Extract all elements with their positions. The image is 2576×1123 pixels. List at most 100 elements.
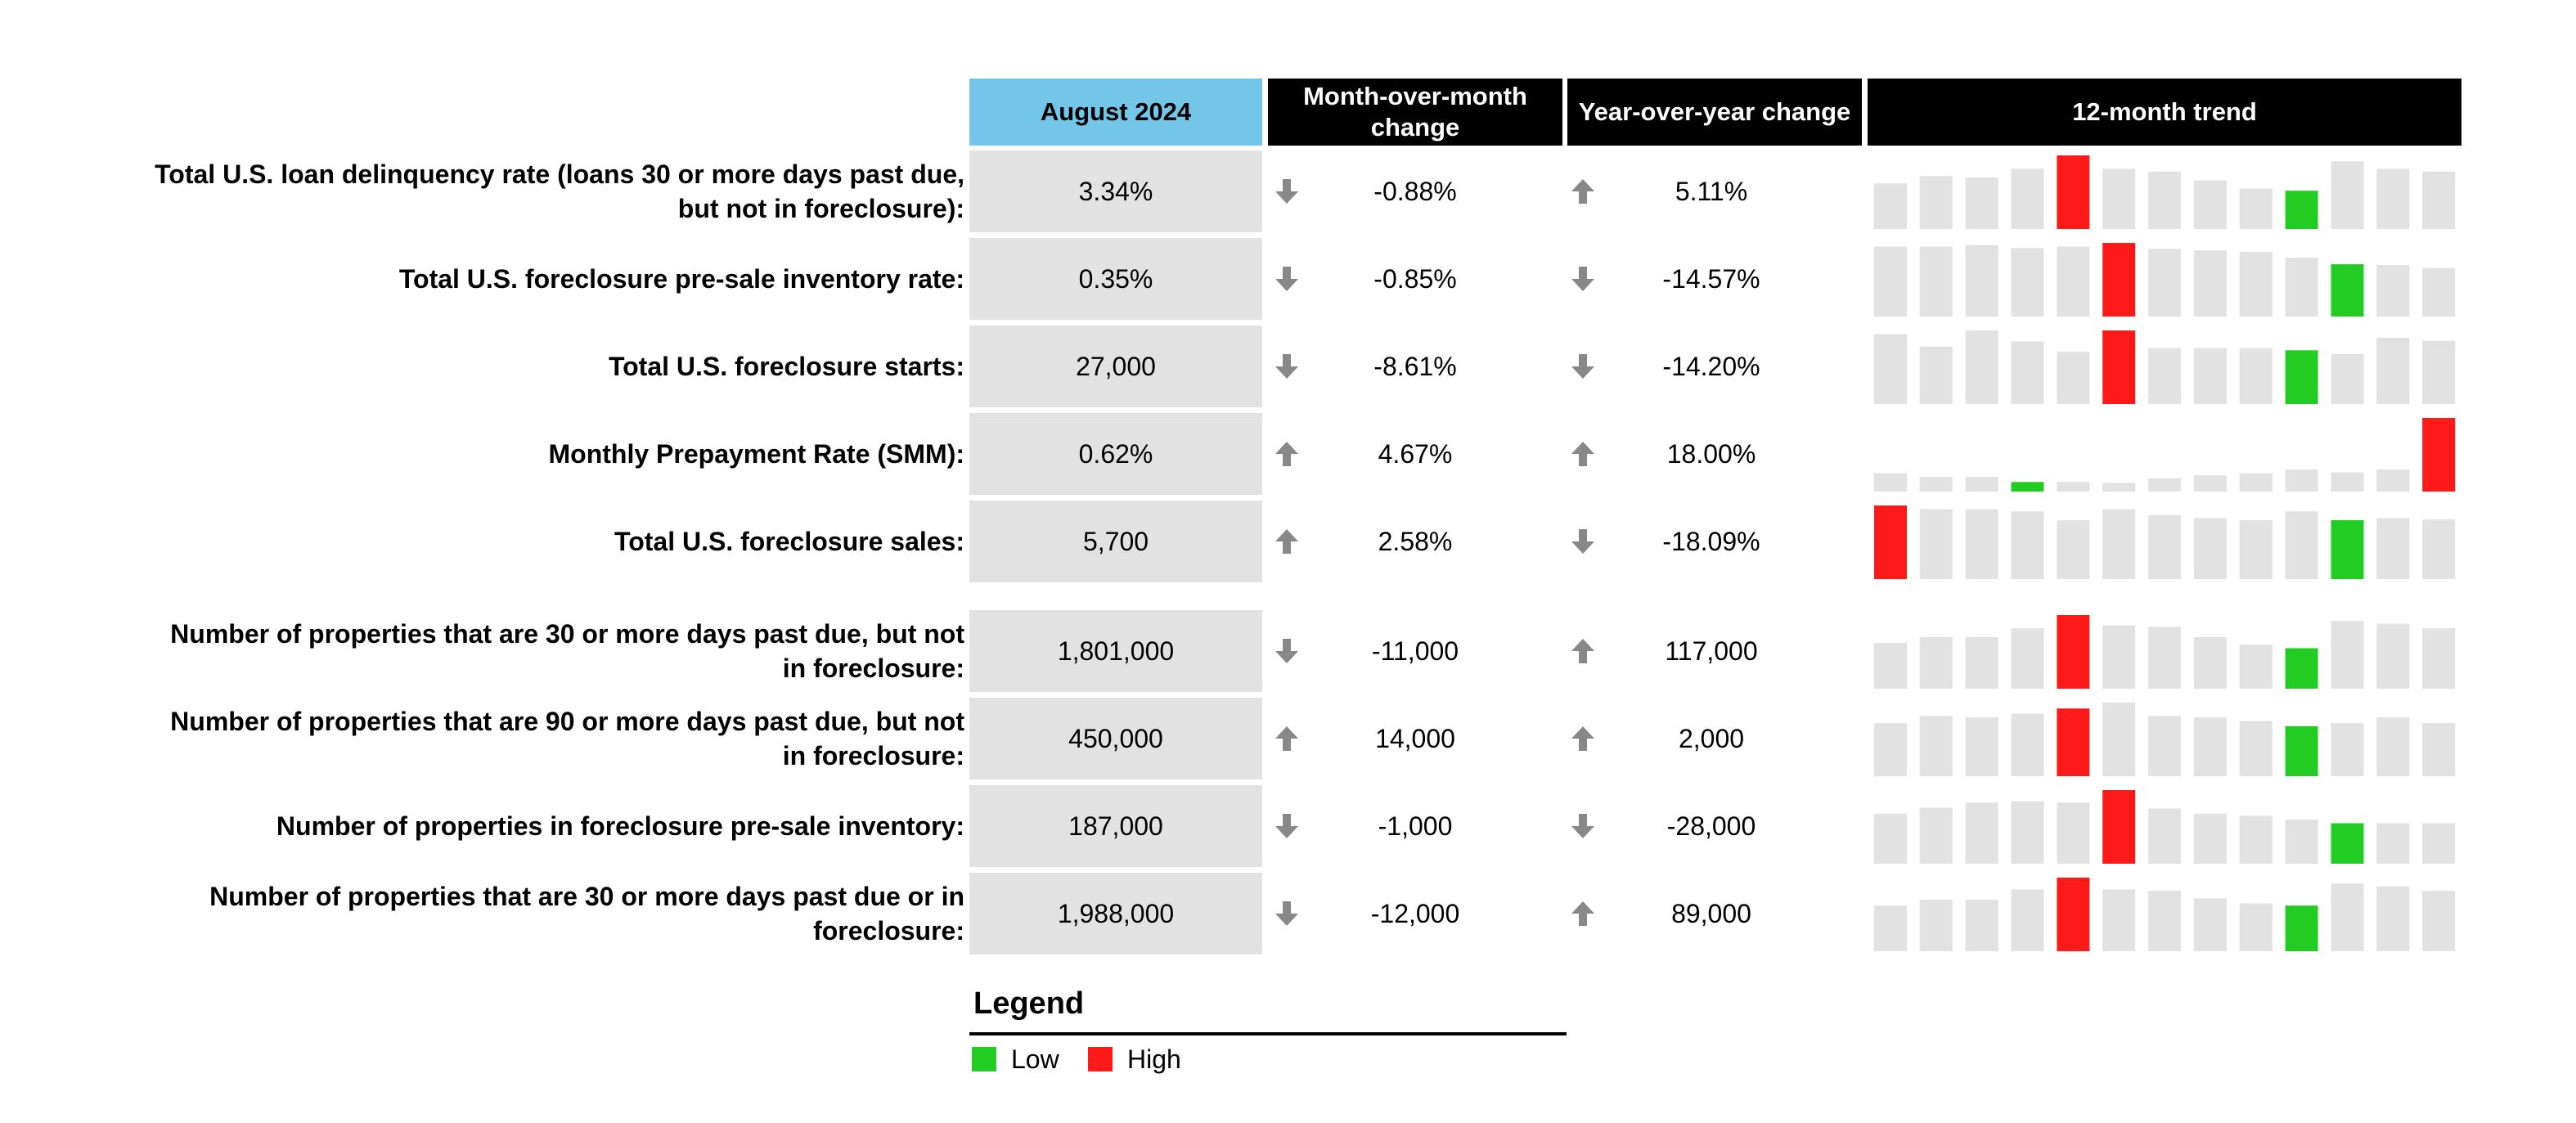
legend-divider <box>969 1032 1567 1035</box>
metric-row: Monthly Prepayment Rate (SMM): 0.62% 4.67%… <box>0 413 2576 495</box>
trend-bar <box>2331 472 2364 492</box>
trend-bar <box>1965 637 1998 689</box>
metric-label: Number of properties that are 30 or more… <box>209 882 964 946</box>
trend-bar <box>1919 246 1953 317</box>
trend-bar <box>2331 621 2364 689</box>
yoy-change: -28,000 <box>1666 811 1756 841</box>
trend-sparkline <box>1874 615 2456 689</box>
trend-bar <box>2193 250 2227 317</box>
trend-bar-high <box>2102 790 2136 864</box>
trend-bar <box>2193 898 2227 951</box>
trend-bar <box>2057 802 2090 864</box>
yoy-change: 2,000 <box>1678 723 1745 753</box>
trend-bar <box>2331 883 2364 951</box>
metric-value: 187,000 <box>969 785 1262 867</box>
trend-bar <box>2193 518 2227 579</box>
header-month-over-month: Month-over-month change <box>1268 79 1562 146</box>
trend-bar <box>2011 341 2044 404</box>
metric-row: Total U.S. loan delinquency rate (loans … <box>0 150 2576 232</box>
trend-bar <box>1965 900 1998 951</box>
header-august-2024: August 2024 <box>969 79 1262 146</box>
header-year-over-year: Year-over-year change <box>1567 79 1862 146</box>
trend-bar <box>2376 265 2410 317</box>
legend-label-low: Low <box>1011 1044 1059 1074</box>
metric-row: Total U.S. foreclosure sales: 5,700 2.58% -… <box>0 501 2576 582</box>
trend-bar <box>2239 251 2273 317</box>
trend-bar <box>2239 473 2273 492</box>
trend-bar <box>2057 246 2090 317</box>
trend-bar <box>2376 338 2410 404</box>
trend-bar <box>2102 483 2136 492</box>
trend-bar <box>1919 716 1953 776</box>
trend-bar <box>2148 171 2182 229</box>
trend-bar <box>2239 188 2273 229</box>
trend-bar <box>1874 334 1907 404</box>
trend-bar-high <box>2057 708 2090 776</box>
metric-value: 1,988,000 <box>969 873 1262 955</box>
metric-value: 1,801,000 <box>969 610 1262 692</box>
trend-sparkline <box>1874 505 2456 579</box>
yoy-change: 5.11% <box>1675 176 1748 206</box>
metric-value: 27,000 <box>969 326 1262 407</box>
metric-value: 0.62% <box>969 413 1262 495</box>
arrow-down-icon <box>1275 901 1298 926</box>
trend-bar-high <box>2057 155 2090 229</box>
trend-bar <box>2422 267 2456 317</box>
trend-bar <box>1874 183 1907 229</box>
arrow-down-icon <box>1571 354 1594 379</box>
trend-bar <box>2239 520 2273 579</box>
trend-bar <box>2285 469 2318 492</box>
trend-bar <box>2422 519 2456 579</box>
trend-bar <box>2148 627 2182 689</box>
trend-bar <box>2331 353 2364 404</box>
metric-value: 3.34% <box>969 150 1262 232</box>
metric-row: Number of properties that are 90 or more… <box>0 698 2576 779</box>
trend-bar <box>2422 891 2456 951</box>
trend-bar <box>2239 645 2273 689</box>
trend-bar <box>2057 482 2090 492</box>
trend-bar <box>2422 823 2456 864</box>
mom-change: -8.61% <box>1373 351 1457 381</box>
metric-row: Number of properties that are 30 or more… <box>0 610 2576 692</box>
trend-bar <box>2102 889 2136 951</box>
metric-value: 0.35% <box>969 238 1262 320</box>
trend-bar <box>2239 348 2273 404</box>
trend-bar-low <box>2285 648 2318 689</box>
trend-bar-low <box>2331 823 2364 864</box>
mom-change: -11,000 <box>1371 636 1459 666</box>
mom-change: -12,000 <box>1370 898 1460 928</box>
trend-bar <box>1874 473 1907 492</box>
trend-bar-high <box>2422 418 2456 492</box>
mom-change: 4.67% <box>1378 438 1453 469</box>
trend-bar <box>2193 813 2227 864</box>
trend-bar <box>2285 511 2318 579</box>
arrow-down-icon <box>1571 529 1594 554</box>
metric-label: Number of properties in foreclosure pre-… <box>276 811 964 841</box>
trend-bar <box>2331 723 2364 776</box>
legend-title: Legend <box>973 986 1085 1021</box>
trend-bar-low <box>2285 191 2318 229</box>
metric-label: Total U.S. loan delinquency rate (loans … <box>155 159 964 223</box>
trend-bar <box>1965 717 1998 776</box>
trend-bar <box>1874 723 1907 776</box>
metric-row: Number of properties that are 30 or more… <box>0 873 2576 955</box>
trend-bar <box>2193 180 2227 229</box>
trend-bar <box>1965 177 1998 229</box>
arrow-up-icon <box>1571 639 1594 663</box>
arrow-down-icon <box>1275 354 1298 379</box>
trend-bar <box>2102 168 2136 229</box>
metric-row: Total U.S. foreclosure pre-sale inventor… <box>0 238 2576 320</box>
metric-value: 450,000 <box>969 698 1262 779</box>
trend-bar <box>2331 161 2364 229</box>
legend-item-high: High <box>1088 1044 1181 1074</box>
trend-bar <box>2057 352 2090 404</box>
trend-bar <box>1874 905 1907 951</box>
yoy-change: -14.20% <box>1662 351 1760 381</box>
trend-bar <box>2376 717 2410 776</box>
metric-value: 5,700 <box>969 501 1262 582</box>
mom-change: 14,000 <box>1375 723 1455 753</box>
legend-swatch-low <box>972 1047 996 1071</box>
trend-bar <box>1874 643 1907 689</box>
trend-bar <box>2376 623 2410 689</box>
trend-bar <box>2011 511 2044 579</box>
